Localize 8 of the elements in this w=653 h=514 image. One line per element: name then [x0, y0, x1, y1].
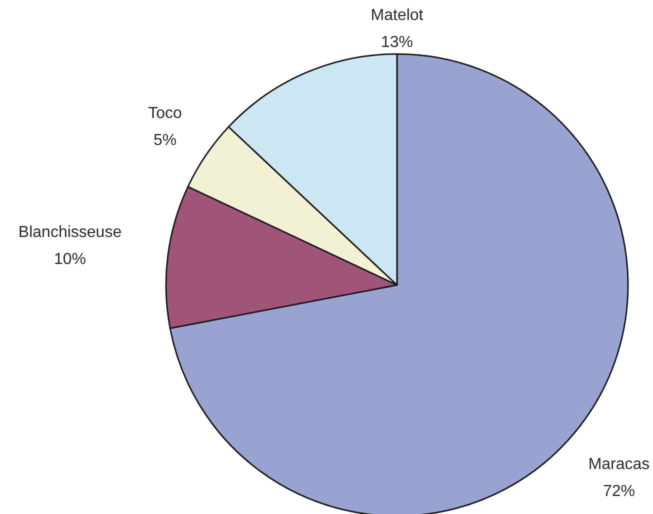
slice-label: Maracas	[588, 456, 650, 473]
data-label: 10%	[54, 251, 86, 268]
slice-label: Toco	[148, 105, 182, 122]
slice-label: Matelot	[370, 7, 424, 24]
data-label: 72%	[602, 483, 636, 500]
slice-label: Blanchisseuse	[18, 224, 122, 241]
data-label: 13%	[380, 34, 414, 51]
data-label: 5%	[153, 132, 177, 149]
